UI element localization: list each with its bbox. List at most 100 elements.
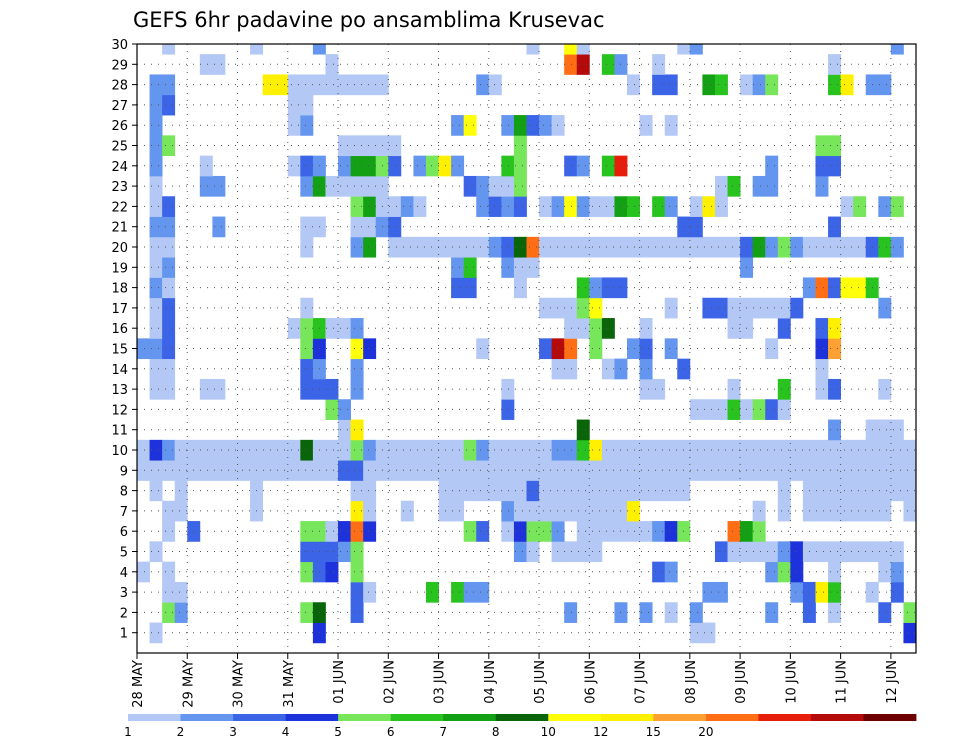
heatmap-cell	[551, 236, 565, 258]
heatmap-cell	[287, 115, 301, 136]
heatmap-cell	[652, 196, 666, 217]
heatmap-cell	[488, 439, 502, 461]
heatmap-cell	[300, 318, 314, 339]
colorbar-tick-label: 5	[334, 725, 342, 739]
heatmap-cell	[162, 277, 176, 299]
heatmap-cell	[878, 297, 892, 319]
heatmap-cell	[765, 338, 779, 360]
heatmap-cell	[727, 439, 741, 461]
heatmap-cell	[601, 277, 615, 299]
y-tick-label: 15	[111, 343, 128, 358]
heatmap-cell	[564, 318, 578, 339]
heatmap-cell	[576, 155, 590, 177]
heatmap-cell	[149, 236, 163, 258]
heatmap-cell	[149, 196, 163, 217]
x-tick-label: 04 JUN	[483, 660, 498, 704]
heatmap-cell	[702, 297, 716, 319]
heatmap-cell	[664, 561, 678, 583]
heatmap-cell	[476, 175, 490, 197]
heatmap-cell	[589, 318, 603, 339]
heatmap-cell	[840, 196, 854, 217]
heatmap-cell	[689, 602, 703, 623]
heatmap-cell	[212, 54, 226, 75]
heatmap-cell	[765, 541, 779, 563]
y-tick-label: 19	[111, 261, 128, 276]
heatmap-cell	[338, 74, 351, 96]
heatmap-cell	[714, 236, 728, 258]
heatmap-cell	[551, 480, 565, 502]
y-tick-label: 24	[111, 160, 128, 175]
heatmap-cell	[727, 378, 741, 400]
heatmap-cell	[903, 480, 917, 502]
heatmap-cell	[463, 175, 477, 197]
heatmap-cell	[350, 338, 364, 360]
heatmap-cell	[576, 54, 590, 75]
heatmap-cell	[539, 115, 553, 136]
heatmap-cell	[589, 277, 603, 299]
heatmap-cell	[526, 257, 540, 278]
heatmap-cell	[488, 196, 502, 217]
colorbar-tick-label: 15	[646, 725, 661, 739]
heatmap-cell	[350, 175, 364, 197]
heatmap-cell	[564, 500, 578, 522]
heatmap-cell	[589, 236, 603, 258]
heatmap-cell	[639, 460, 653, 481]
heatmap-cell	[551, 196, 565, 217]
heatmap-cell	[714, 581, 728, 603]
heatmap-cell	[325, 521, 339, 542]
heatmap-cell	[149, 338, 163, 360]
heatmap-cell	[652, 378, 666, 400]
heatmap-cell	[300, 216, 314, 238]
heatmap-cell	[639, 318, 653, 339]
heatmap-cell	[287, 74, 301, 96]
colorbar-tick-label: 10	[541, 725, 556, 739]
heatmap-cell	[413, 460, 427, 481]
heatmap-cell	[639, 439, 653, 461]
colorbar-swatch	[128, 714, 181, 721]
colorbar-tick-label: 20	[698, 725, 713, 739]
heatmap-cell	[564, 460, 578, 481]
heatmap-cell	[601, 196, 615, 217]
heatmap-cell	[815, 236, 829, 258]
heatmap-cell	[388, 439, 402, 461]
heatmap-cell	[714, 175, 728, 197]
heatmap-cell	[451, 257, 465, 278]
heatmap-cell	[828, 338, 842, 360]
y-axis-labels: 1234567891011121314151617181920212223242…	[111, 38, 137, 642]
heatmap-cell	[639, 521, 653, 542]
colorbar-swatch	[653, 714, 707, 721]
heatmap-cell	[815, 480, 829, 502]
heatmap-cell	[501, 460, 515, 481]
heatmap-cell	[149, 74, 163, 96]
heatmap-cell	[539, 297, 553, 319]
heatmap-cell	[576, 236, 590, 258]
heatmap-cell	[639, 358, 653, 380]
y-tick-label: 5	[120, 546, 128, 561]
heatmap-cell	[350, 155, 364, 177]
heatmap-cell	[564, 541, 578, 563]
heatmap-cell	[853, 460, 867, 481]
heatmap-cell	[815, 155, 829, 177]
heatmap-cell	[476, 581, 490, 603]
heatmap-cell	[752, 74, 766, 96]
heatmap-cell	[551, 115, 565, 136]
heatmap-cell	[714, 460, 728, 481]
heatmap-cell	[727, 399, 741, 420]
heatmap-cell	[890, 419, 904, 441]
heatmap-cell	[539, 196, 553, 217]
heatmap-cell	[338, 155, 351, 177]
heatmap-cell	[576, 196, 590, 217]
heatmap-cell	[627, 521, 640, 542]
heatmap-cell	[878, 439, 892, 461]
heatmap-cell	[174, 602, 188, 623]
heatmap-cell	[526, 521, 540, 542]
heatmap-cell	[840, 480, 854, 502]
heatmap-cell	[338, 175, 351, 197]
heatmap-cell	[162, 338, 176, 360]
heatmap-cell	[162, 521, 176, 542]
heatmap-cell	[576, 541, 590, 563]
heatmap-cell	[300, 94, 314, 116]
heatmap-cell	[627, 196, 640, 217]
heatmap-cell	[463, 257, 477, 278]
heatmap-cell	[513, 277, 527, 299]
